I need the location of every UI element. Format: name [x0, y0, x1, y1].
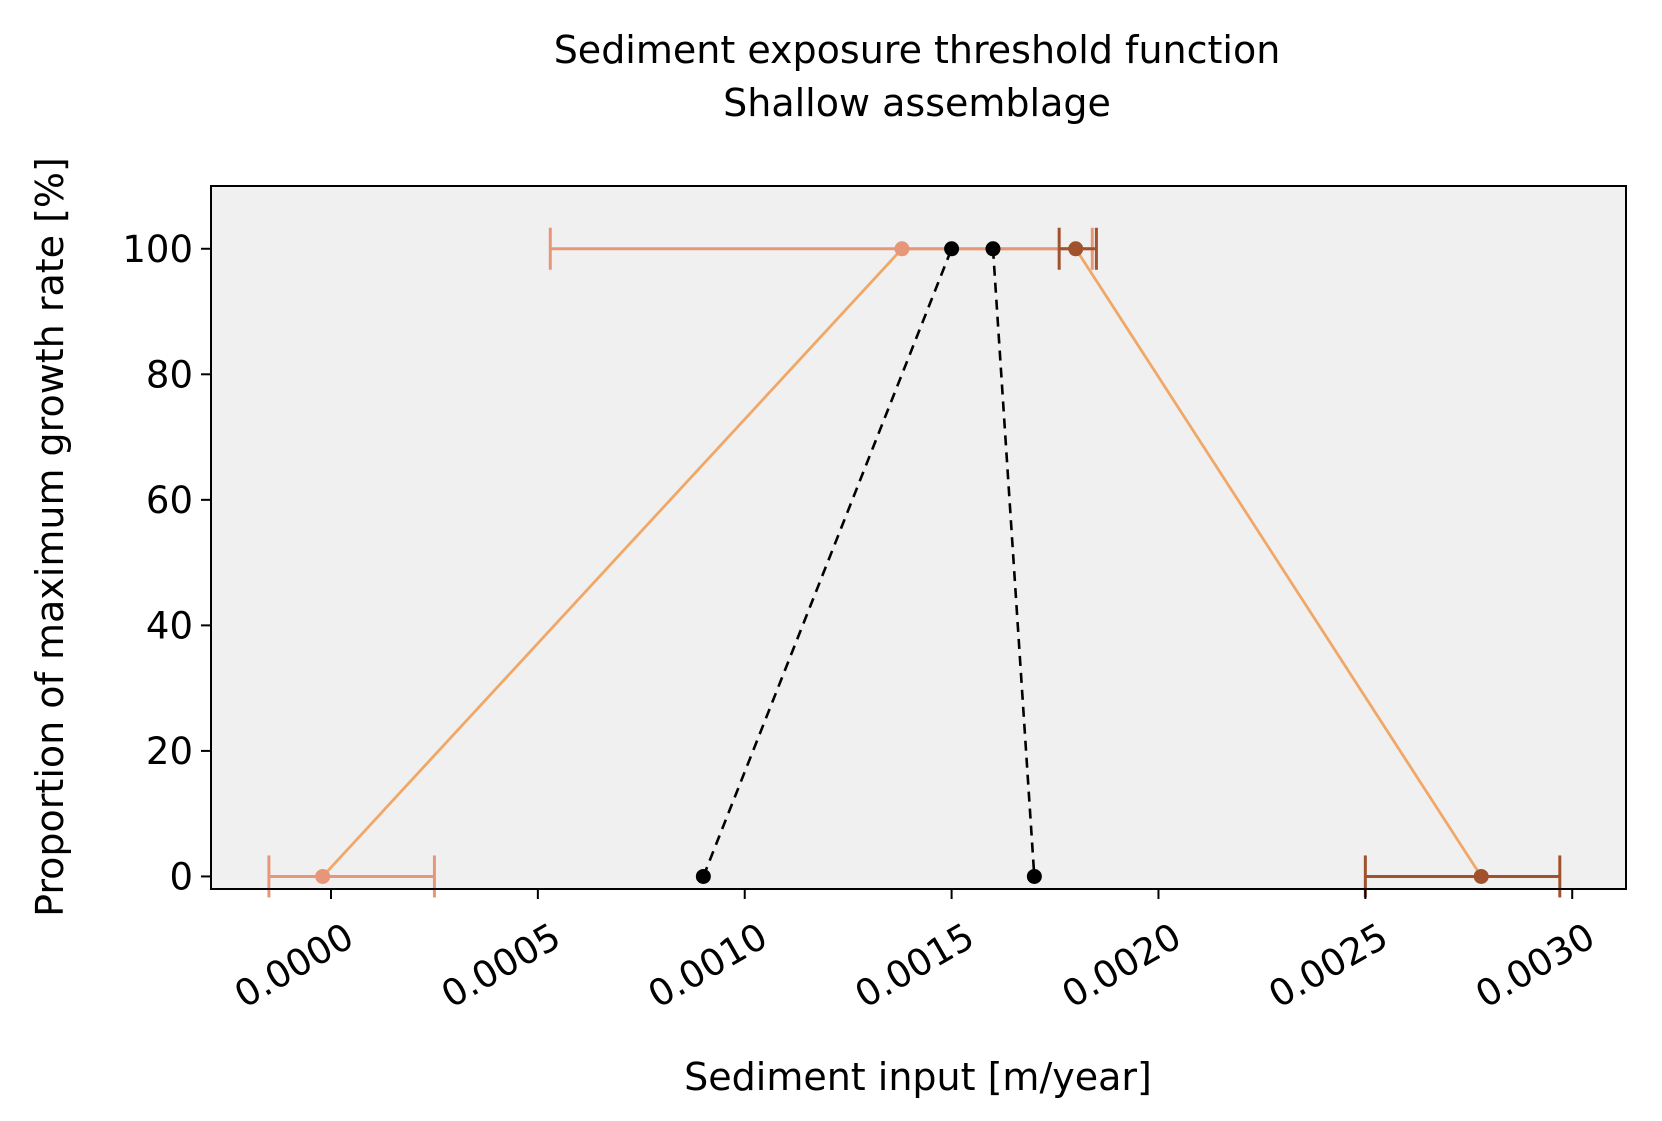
x-tick-label: 0.0005 — [434, 915, 568, 1017]
x-tick-label: 0.0020 — [1055, 915, 1189, 1017]
series-line-3 — [991, 248, 1036, 877]
chart-subtitle: Shallow assemblage — [723, 81, 1111, 125]
y-tick-label: 0 — [169, 855, 193, 898]
x-tick-label: 0.0025 — [1261, 915, 1395, 1017]
series-point-2-2 — [944, 241, 960, 257]
series-line-2 — [702, 248, 953, 877]
y-tick-label: 20 — [146, 730, 193, 773]
y-tick-label: 60 — [146, 479, 193, 522]
error-point-3 — [1068, 241, 1084, 257]
y-tick-label: 40 — [146, 604, 193, 647]
error-point-2 — [894, 241, 910, 257]
chart-marks — [267, 227, 1562, 898]
y-tick-label: 80 — [146, 353, 193, 396]
error-point-4 — [1473, 868, 1489, 884]
series-point-3-2 — [1026, 868, 1042, 884]
series-point-3-1 — [985, 241, 1001, 257]
y-tick-label: 100 — [122, 228, 193, 271]
x-axis: 0.0000 0.0005 0.0010 0.0015 0.0020 0.0025 0.00… — [227, 889, 1602, 1017]
plot-area — [211, 186, 1626, 889]
y-axis: 0 20 40 60 80 100 — [122, 228, 211, 898]
chart-title: Sediment exposure threshold function — [554, 28, 1281, 72]
x-tick-label: 0.0015 — [848, 915, 982, 1017]
plot-frame — [210, 185, 1627, 890]
series-point-2-1 — [695, 868, 711, 884]
x-tick-label: 0.0000 — [227, 915, 361, 1017]
x-axis-label: Sediment input [m/year] — [684, 1055, 1152, 1099]
x-tick-label: 0.0030 — [1468, 915, 1602, 1017]
error-point-1 — [315, 868, 331, 884]
x-tick-label: 0.0010 — [641, 915, 775, 1017]
y-axis-label: Proportion of maximum growth rate [%] — [28, 157, 72, 917]
